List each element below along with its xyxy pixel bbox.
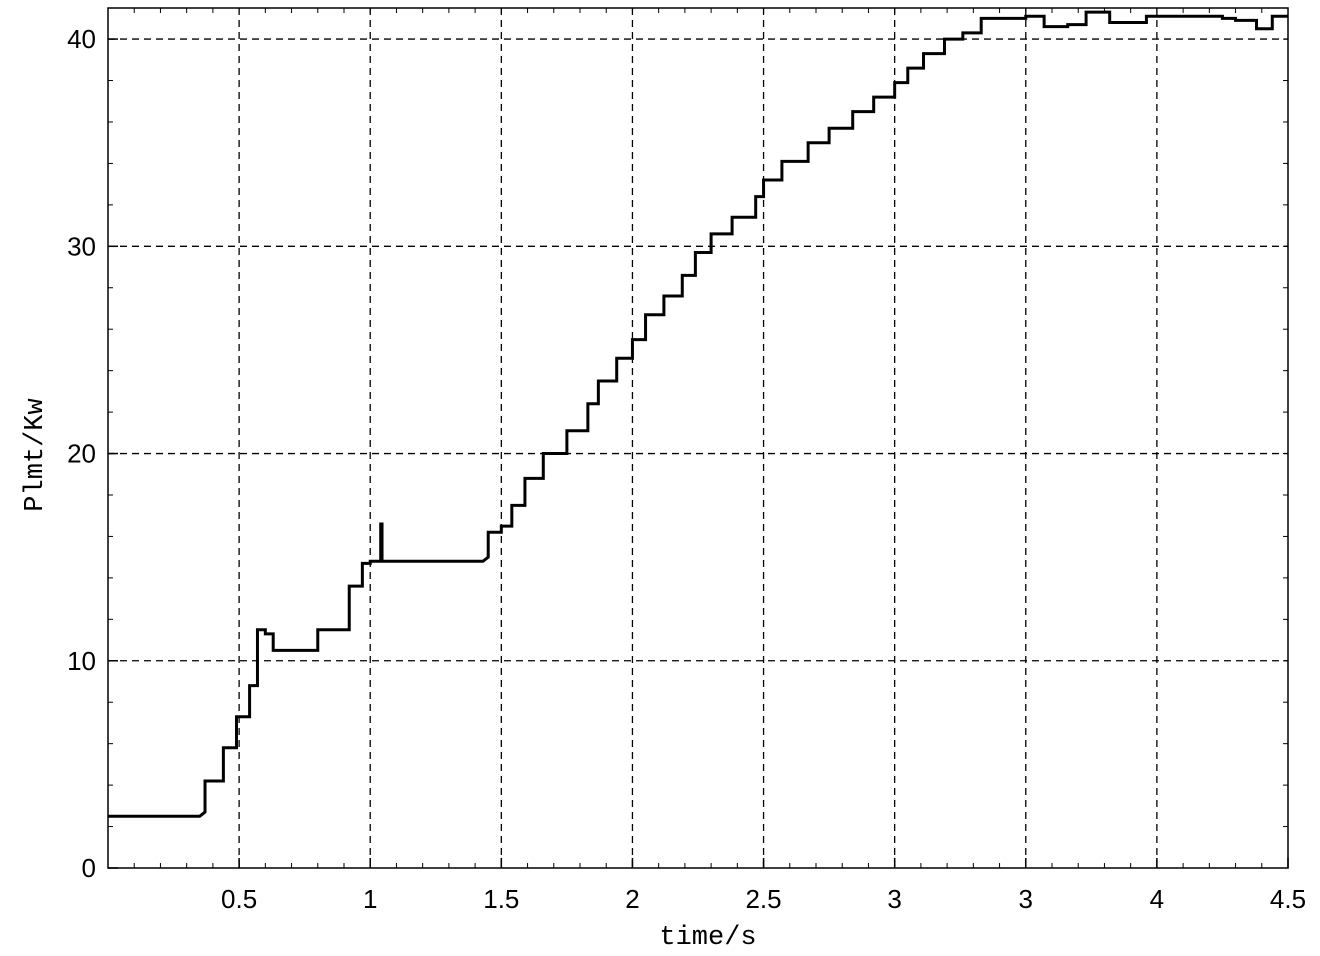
x-tick-label: 1 — [363, 884, 377, 914]
x-tick-label: 0.5 — [221, 884, 257, 914]
x-tick-label: 4.5 — [1270, 884, 1306, 914]
x-tick-label: 4 — [1150, 884, 1164, 914]
y-axis-label: Plmt/Kw — [21, 398, 51, 511]
x-tick-label: 3 — [1019, 884, 1033, 914]
x-axis-ticks: 0.5 1 1.5 2 2.5 3 3 4 4.5 — [221, 858, 1306, 914]
y-tick-label: 30 — [67, 231, 96, 261]
x-tick-label: 1.5 — [483, 884, 519, 914]
y-tick-label: 20 — [67, 439, 96, 469]
y-tick-label: 40 — [67, 24, 96, 54]
y-tick-label: 10 — [67, 646, 96, 676]
y-tick-label: 0 — [82, 853, 96, 883]
x-tick-label: 3 — [887, 884, 901, 914]
x-tick-label: 2 — [625, 884, 639, 914]
axis-minor-ticks — [108, 8, 1288, 868]
grid-lines — [108, 8, 1288, 868]
series-line — [108, 10, 1288, 818]
x-tick-label: 2.5 — [745, 884, 781, 914]
y-axis-ticks: 0 10 20 30 40 — [67, 24, 118, 883]
plot-area-frame — [107, 7, 1289, 869]
x-axis-label: time/s — [659, 923, 756, 953]
